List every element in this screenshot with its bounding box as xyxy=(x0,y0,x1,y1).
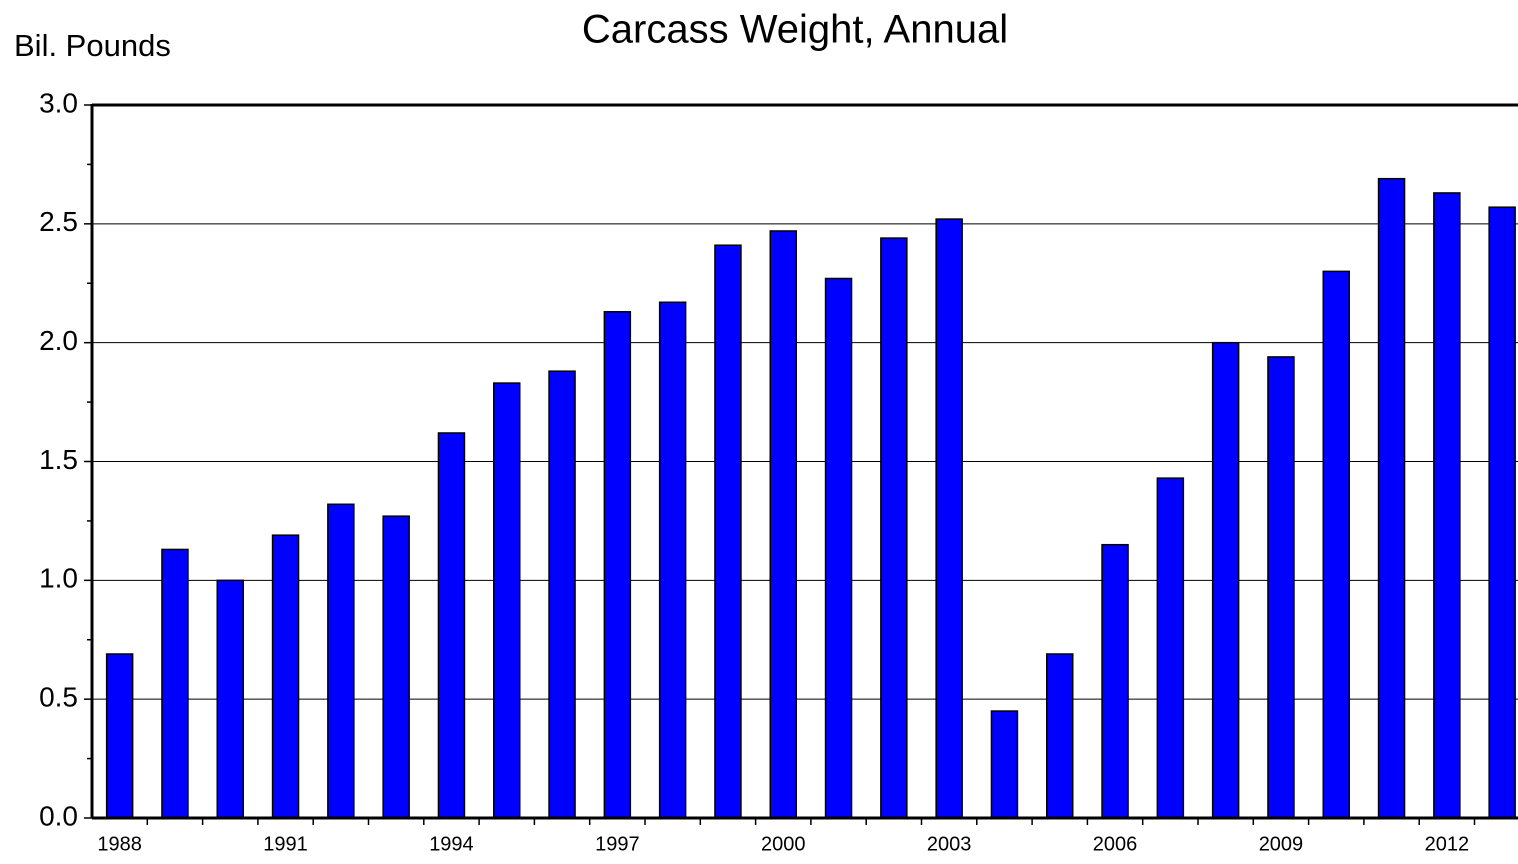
bar xyxy=(105,653,134,819)
x-tick-label: 1997 xyxy=(595,833,640,855)
x-tick-label: 1988 xyxy=(97,833,142,855)
bar xyxy=(658,301,687,819)
x-tick-label: 1991 xyxy=(263,833,308,855)
bar xyxy=(1322,270,1350,819)
bar xyxy=(1488,206,1516,819)
bar xyxy=(1156,477,1185,819)
y-tick-label: 3.0 xyxy=(39,87,78,118)
bar xyxy=(1433,192,1461,819)
x-tick-label: 1994 xyxy=(429,833,474,855)
chart-title: Carcass Weight, Annual xyxy=(582,8,1008,52)
bar xyxy=(493,382,521,819)
y-tick-label: 0.5 xyxy=(39,682,78,713)
x-tick-label: 2012 xyxy=(1425,833,1470,855)
bar xyxy=(1377,177,1406,819)
bar xyxy=(1046,653,1074,819)
y-tick-label: 1.0 xyxy=(39,563,78,594)
y-tick-label: 2.5 xyxy=(39,206,78,237)
bar xyxy=(216,579,244,819)
y-tick-label: 2.0 xyxy=(39,325,78,356)
bar xyxy=(382,515,410,819)
y-tick-label: 1.5 xyxy=(39,444,78,475)
bar xyxy=(548,370,576,819)
x-tick-label: 2009 xyxy=(1259,833,1304,855)
bar xyxy=(824,277,853,819)
x-tick-label: 2000 xyxy=(761,833,806,855)
bar xyxy=(714,244,742,819)
bar xyxy=(990,710,1019,819)
x-tick-label: 2006 xyxy=(1093,833,1138,855)
bar xyxy=(161,548,189,819)
bar xyxy=(603,311,632,819)
bar xyxy=(327,503,355,819)
bar xyxy=(1267,356,1295,819)
bar xyxy=(271,534,300,819)
x-tick-label: 2003 xyxy=(927,833,972,855)
bar xyxy=(437,432,466,819)
bar xyxy=(769,230,797,819)
bar xyxy=(1211,341,1240,819)
bar xyxy=(1101,543,1129,819)
bar xyxy=(935,218,963,819)
bar xyxy=(880,237,908,819)
y-tick-label: 0.0 xyxy=(39,800,78,831)
y-axis-label: Bil. Pounds xyxy=(14,28,171,63)
